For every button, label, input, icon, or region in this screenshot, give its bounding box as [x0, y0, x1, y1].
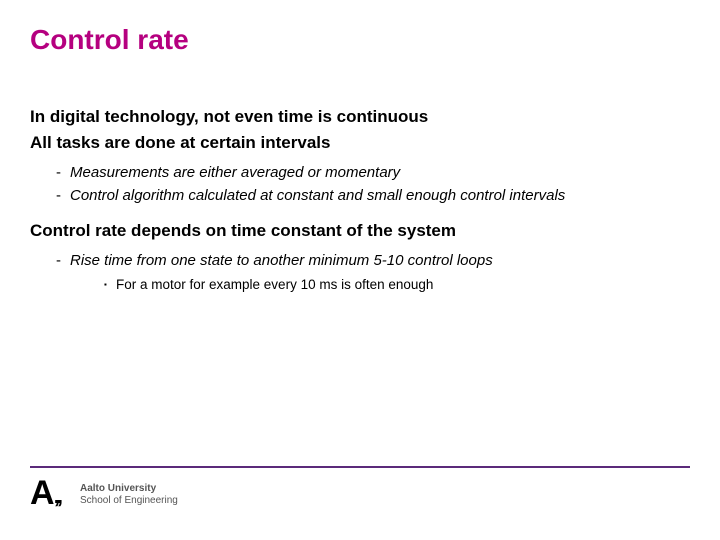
logo-letter: A — [30, 476, 54, 510]
subsub-item: For a motor for example every 10 ms is o… — [104, 274, 690, 296]
school-name: School of Engineering — [80, 495, 178, 507]
logo-quotes-icon: ,, — [53, 492, 59, 502]
logo-text: Aalto University School of Engineering — [80, 483, 178, 507]
footer: A ,, Aalto University School of Engineer… — [30, 466, 690, 512]
bullet-point: In digital technology, not even time is … — [30, 104, 690, 130]
institution-name: Aalto University — [80, 483, 178, 495]
bullet-point: Control rate depends on time constant of… — [30, 218, 690, 244]
sub-item: Rise time from one state to another mini… — [56, 249, 690, 296]
bullet-point: All tasks are done at certain intervals — [30, 130, 690, 156]
sub-item: Control algorithm calculated at constant… — [56, 184, 690, 207]
aalto-logo-icon: A ,, — [30, 478, 70, 512]
sub-item: Measurements are either averaged or mome… — [56, 161, 690, 184]
sub-item-text: Rise time from one state to another mini… — [70, 252, 493, 269]
sub-list: Measurements are either averaged or mome… — [30, 161, 690, 208]
footer-divider — [30, 466, 690, 468]
content-body: In digital technology, not even time is … — [30, 104, 690, 296]
subsub-list: For a motor for example every 10 ms is o… — [70, 274, 690, 296]
sub-list: Rise time from one state to another mini… — [30, 249, 690, 296]
slide: Control rate In digital technology, not … — [0, 0, 720, 540]
logo-block: A ,, Aalto University School of Engineer… — [30, 478, 690, 512]
slide-title: Control rate — [30, 24, 690, 56]
